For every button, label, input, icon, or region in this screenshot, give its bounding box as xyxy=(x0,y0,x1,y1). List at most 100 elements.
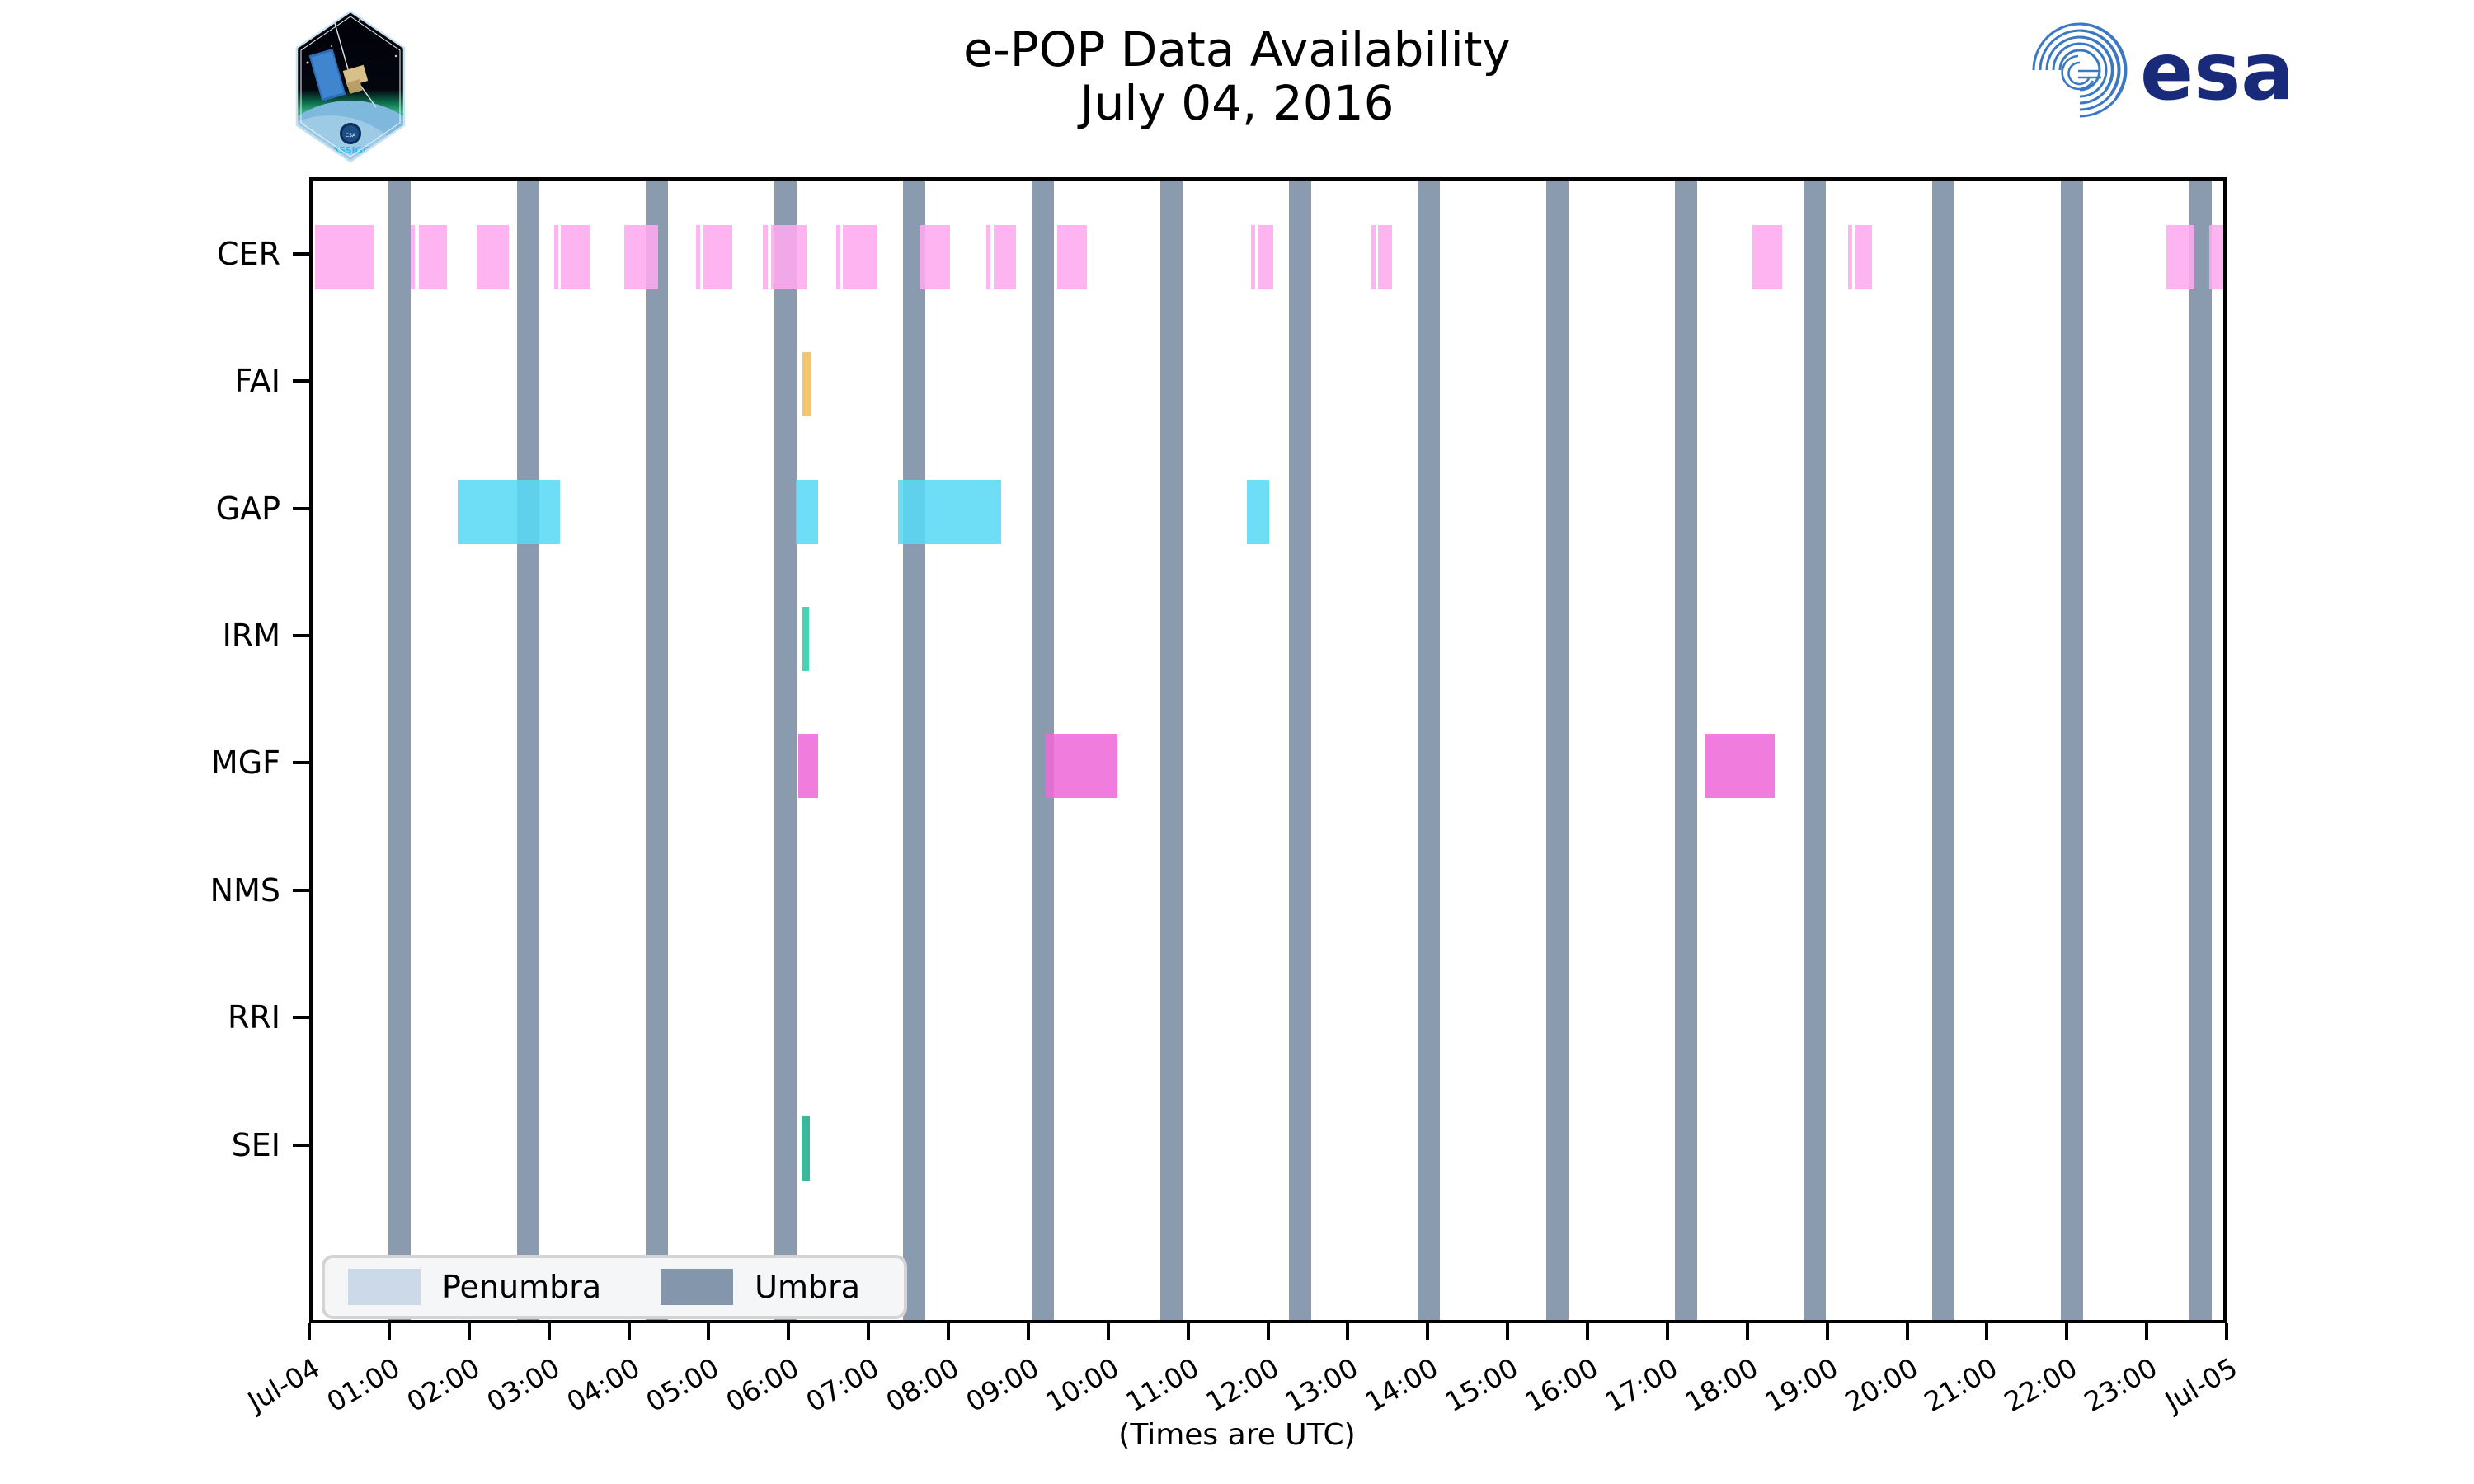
y-tick xyxy=(293,379,309,383)
y-tick xyxy=(293,251,309,256)
data-bar-cer xyxy=(1752,224,1782,289)
data-bar-cer xyxy=(561,224,590,289)
availability-plot xyxy=(309,177,2227,1323)
umbra-band xyxy=(902,181,926,1320)
data-bar-cer xyxy=(1371,224,1376,289)
data-bar-cer xyxy=(2166,224,2195,289)
y-tick-label-mgf: MGF xyxy=(210,744,280,782)
data-bar-cer xyxy=(553,224,558,289)
x-tick xyxy=(1745,1323,1749,1340)
data-bar-cer xyxy=(1251,224,1256,289)
legend-label-penumbra: Penumbra xyxy=(442,1269,602,1305)
x-tick xyxy=(1506,1323,1510,1340)
x-tick xyxy=(1426,1323,1430,1340)
y-tick xyxy=(293,888,309,892)
x-tick xyxy=(1026,1323,1030,1340)
umbra-band xyxy=(1159,181,1183,1320)
legend: Penumbra Umbra xyxy=(322,1255,907,1319)
y-tick-label-sei: SEI xyxy=(231,1126,280,1163)
x-tick xyxy=(947,1323,950,1340)
y-tick xyxy=(293,634,309,637)
x-tick xyxy=(467,1323,471,1340)
data-bar-cer xyxy=(411,224,416,289)
umbra-band xyxy=(1803,181,1826,1320)
x-tick xyxy=(1825,1323,1829,1340)
x-tick xyxy=(1985,1323,1989,1340)
data-bar-fai xyxy=(802,352,811,417)
data-bar-cer xyxy=(696,224,700,289)
data-bar-cer xyxy=(1847,224,1852,289)
y-tick xyxy=(293,1143,309,1147)
data-bar-gap xyxy=(458,479,561,544)
y-tick-label-cer: CER xyxy=(217,235,280,272)
esa-logo-mark xyxy=(2032,22,2128,118)
esa-logo: esa xyxy=(1954,16,2326,124)
y-tick-label-gap: GAP xyxy=(215,490,280,527)
y-tick-label-irm: IRM xyxy=(222,618,280,654)
plot-canvas xyxy=(313,181,2223,1320)
data-bar-cer xyxy=(771,224,807,289)
umbra-swatch xyxy=(661,1269,734,1305)
x-tick xyxy=(1665,1323,1669,1340)
umbra-band xyxy=(1417,181,1440,1320)
data-bar-cer xyxy=(835,224,840,289)
x-axis-title: (Times are UTC) xyxy=(1118,1418,1356,1452)
x-tick xyxy=(2145,1323,2149,1340)
data-bar-cer xyxy=(703,224,732,289)
umbra-band xyxy=(1545,181,1569,1320)
x-tick xyxy=(1586,1323,1589,1340)
x-tick xyxy=(1905,1323,1909,1340)
data-bar-mgf xyxy=(1704,734,1775,799)
data-bar-cer xyxy=(985,224,990,289)
x-tick xyxy=(1186,1323,1190,1340)
umbra-band xyxy=(774,181,797,1320)
data-bar-mgf xyxy=(798,734,819,799)
legend-item-penumbra: Penumbra xyxy=(348,1269,661,1305)
y-tick xyxy=(293,506,309,510)
data-bar-cer xyxy=(623,224,659,289)
cassiope-logo: CSA CASSIOPE xyxy=(280,8,421,165)
data-bar-gap xyxy=(898,479,1002,544)
data-bar-sei xyxy=(801,1115,810,1181)
page-title: e-POP Data Availability July 04, 2016 xyxy=(742,23,1732,130)
umbra-band xyxy=(1288,181,1311,1320)
x-tick xyxy=(308,1323,311,1340)
x-tick xyxy=(1266,1323,1270,1340)
umbra-band xyxy=(2060,181,2083,1320)
data-bar-cer xyxy=(476,224,510,289)
legend-label-umbra: Umbra xyxy=(755,1269,861,1305)
x-tick xyxy=(547,1323,551,1340)
data-bar-cer xyxy=(994,224,1016,289)
umbra-band xyxy=(388,181,412,1320)
legend-item-umbra: Umbra xyxy=(661,1269,920,1305)
data-bar-cer xyxy=(1258,224,1274,289)
data-bar-cer xyxy=(314,224,374,289)
data-bar-cer xyxy=(1855,224,1872,289)
y-tick xyxy=(293,761,309,765)
x-tick xyxy=(2225,1323,2228,1340)
data-bar-cer xyxy=(418,224,447,289)
y-tick xyxy=(293,1016,309,1020)
data-bar-cer xyxy=(1056,224,1087,289)
data-bar-cer xyxy=(2208,224,2223,289)
data-bar-gap xyxy=(796,479,819,544)
x-tick xyxy=(1346,1323,1350,1340)
svg-text:CSA: CSA xyxy=(346,133,356,139)
data-bar-gap xyxy=(1247,479,1269,544)
umbra-band xyxy=(517,181,540,1320)
data-bar-irm xyxy=(802,607,809,671)
umbra-band xyxy=(1931,181,1954,1320)
esa-logo-text: esa xyxy=(2140,26,2294,118)
x-tick xyxy=(627,1323,631,1340)
y-tick-label-nms: NMS xyxy=(209,871,280,909)
umbra-band xyxy=(645,181,669,1320)
x-tick xyxy=(787,1323,791,1340)
title-line-1: e-POP Data Availability xyxy=(963,21,1511,77)
data-bar-cer xyxy=(1378,224,1392,289)
x-tick xyxy=(1106,1323,1110,1340)
x-tick xyxy=(867,1323,871,1340)
data-bar-cer xyxy=(920,224,951,289)
data-bar-cer xyxy=(763,224,769,289)
umbra-band xyxy=(1674,181,1697,1320)
